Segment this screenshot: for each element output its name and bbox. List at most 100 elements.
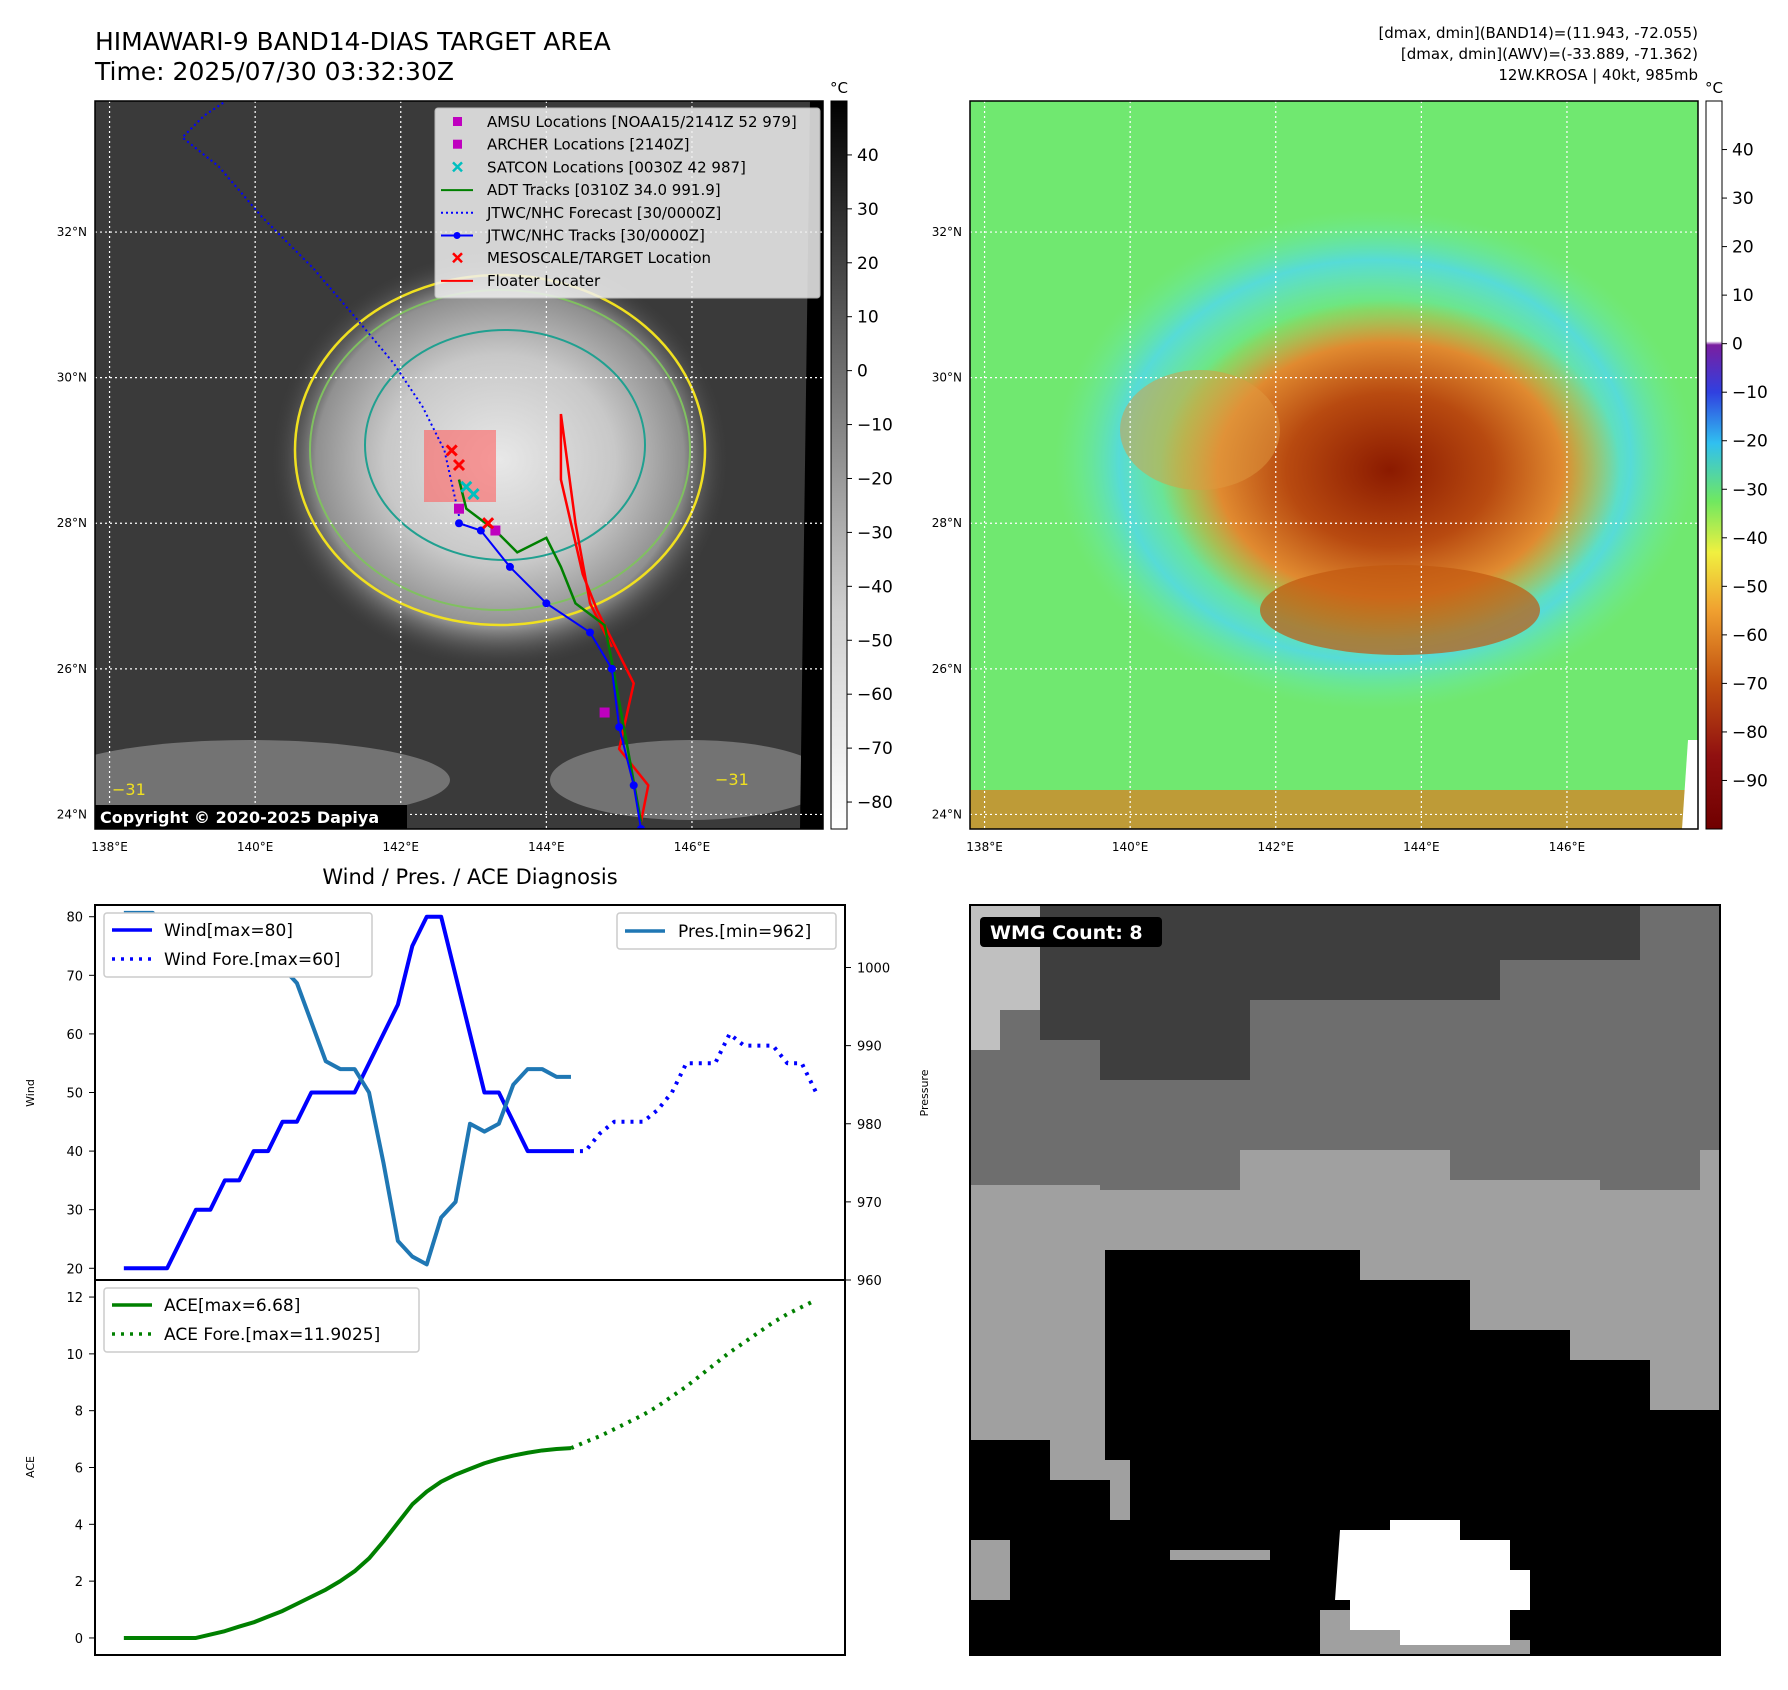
satcon-point: [467, 488, 480, 501]
lon-tick-label: 142°E: [383, 840, 420, 854]
copyright-text: Copyright © 2020-2025 Dapiya: [100, 808, 379, 827]
colorbar-tick-label: 40: [1732, 141, 1754, 161]
series-line: [570, 1031, 818, 1154]
ace-ylabel: ACE: [24, 1456, 37, 1478]
colorbar-tick-label: 20: [857, 254, 879, 274]
lon-tick-label: 146°E: [674, 840, 711, 854]
lon-tick-label: 146°E: [1549, 840, 1586, 854]
legend-marker-x: [452, 252, 463, 264]
right-y-tick-label: 1000: [857, 962, 890, 977]
copyright-box: [95, 805, 407, 829]
right-y-tick-label: 970: [857, 1196, 882, 1211]
colorbar-tick-label: −40: [857, 577, 893, 597]
colorbar-tick-label: −20: [1732, 432, 1768, 452]
ir-cloud-band-right: [550, 740, 823, 820]
lon-tick-label: 142°E: [1258, 840, 1295, 854]
ir-legend: AMSU Locations [NOAA15/2141Z 52 979] ARCH…: [434, 107, 821, 299]
jtwc-track-point: [607, 664, 616, 673]
y-tick-label: 8: [75, 1405, 83, 1420]
lat-tick-label: 28°N: [932, 516, 962, 530]
y-tick-label: 6: [75, 1462, 83, 1477]
wmg-darkgray-region-right: [1330, 905, 1640, 1000]
pressure-ylabel: Pressure: [918, 1069, 931, 1116]
colorbar-tick-label: 40: [857, 146, 879, 166]
jtwc-track-point: [629, 781, 638, 790]
wmg-black-region-south: [970, 1440, 1320, 1655]
ir-colorbar: °C 40 30 20 10 0 −10 −20 −30 −40 −50 −60 −70 −80: [830, 79, 893, 830]
colorbar-tick-label: −50: [1732, 577, 1768, 597]
wmg-panel: WMG Count: 8: [969, 904, 1721, 1656]
colorbar-tick-label: −20: [857, 469, 893, 489]
ir-frame: [94, 100, 824, 830]
series-line: [123, 914, 571, 1271]
pressure-legend: Pres.[min=962]: [616, 912, 837, 950]
info-band14: [dmax, dmin](BAND14)=(11.943, -72.055): [1378, 24, 1698, 42]
colorbar-tick-label: 10: [857, 308, 879, 328]
info-awv: [dmax, dmin](AWV)=(-33.889, -71.362): [1401, 45, 1698, 63]
lon-tick-label: 138°E: [966, 840, 1003, 854]
series-line: [123, 1446, 572, 1640]
target-point: [482, 517, 495, 530]
colorbar-tick-label: 20: [1732, 238, 1754, 258]
wind-legend-box: [103, 912, 373, 978]
right-y-tick-label: 960: [857, 1274, 882, 1289]
y-tick-label: 50: [66, 1087, 83, 1102]
y-tick-label: 0: [75, 1632, 83, 1647]
legend-label: SATCON Locations [0030Z 42 987]: [487, 158, 746, 176]
target-point: [445, 444, 458, 457]
info-storm: 12W.KROSA | 40kt, 985mb: [1498, 66, 1698, 84]
lon-tick-label: 144°E: [528, 840, 565, 854]
awv-axis-labels: 32°N 30°N 28°N 26°N 24°N 138°E 140°E 142°E 144°E…: [932, 225, 1585, 854]
wind-pressure-chart: Wind Pressure 20 30 40 50 60 70 80 960 970 980 990…: [24, 904, 931, 1289]
wmg-frame: [969, 904, 1721, 1656]
wind-fore-legend-label: Wind Fore.[max=60]: [164, 950, 340, 970]
awv-colorbar-unit: °C: [1705, 79, 1723, 97]
legend-marker-x: [452, 161, 463, 173]
ir-legend-box: [434, 107, 821, 299]
colorbar-tick-label: −70: [857, 739, 893, 759]
lon-tick-label: 144°E: [1403, 840, 1440, 854]
jtwc-track-point: [615, 723, 624, 732]
lat-tick-label: 26°N: [932, 662, 962, 676]
figure-title: HIMAWARI-9 BAND14-DIAS TARGET AREA: [95, 27, 611, 56]
wmg-white-region: [1335, 1520, 1530, 1645]
y-tick-label: 30: [66, 1204, 83, 1219]
lat-tick-label: 24°N: [57, 807, 87, 821]
lat-tick-label: 24°N: [932, 807, 962, 821]
colorbar-tick-label: −50: [857, 631, 893, 651]
ir-tracks: [180, 101, 650, 829]
ace-legend-box: [103, 1287, 420, 1353]
awv-frame: [969, 100, 1699, 830]
colorbar-tick-label: −80: [1732, 723, 1768, 743]
awv-rainband-south: [1260, 565, 1540, 655]
legend-label: Floater Locater: [487, 272, 601, 290]
right-y-tick-label: 990: [857, 1040, 882, 1055]
ir-storm-cloud: [270, 250, 730, 670]
pressure-legend-label: Pres.[min=962]: [678, 922, 811, 942]
ace-legend-label: ACE[max=6.68]: [164, 1296, 300, 1316]
lat-tick-label: 28°N: [57, 516, 87, 530]
adt-track: [457, 479, 643, 822]
y-tick-label: 2: [75, 1575, 83, 1590]
target-point: [452, 458, 466, 472]
wmg-black-region: [1105, 1250, 1720, 1655]
colorbar-tick-label: −60: [857, 685, 893, 705]
amsu-point: [454, 503, 464, 514]
jtwc-track-point: [586, 628, 595, 637]
lat-tick-label: 30°N: [932, 371, 962, 385]
colorbar-tick-label: 30: [857, 200, 879, 220]
ace-legend: ACE[max=6.68] ACE Fore.[max=11.9025]: [103, 1287, 420, 1353]
lat-tick-label: 32°N: [57, 225, 87, 239]
ir-colorbar-ticks: 40 30 20 10 0 −10 −20 −30 −40 −50 −60 −70 −80: [847, 146, 893, 813]
colorbar-tick-label: −10: [857, 416, 893, 436]
awv-nodata-edge: [1682, 740, 1698, 829]
y-tick-label: 60: [66, 1028, 83, 1043]
y-tick-label: 10: [66, 1348, 83, 1363]
ir-colorbar-unit: °C: [830, 79, 848, 97]
y-tick-label: 20: [66, 1262, 83, 1277]
pressure-legend-box: [616, 912, 837, 950]
lon-tick-label: 140°E: [1112, 840, 1149, 854]
amsu-point: [490, 525, 501, 536]
ace-chart: ACE 0 2 4 6 8 10 12 ACE[max=6.68] ACE Fore.[ma…: [24, 1279, 846, 1656]
